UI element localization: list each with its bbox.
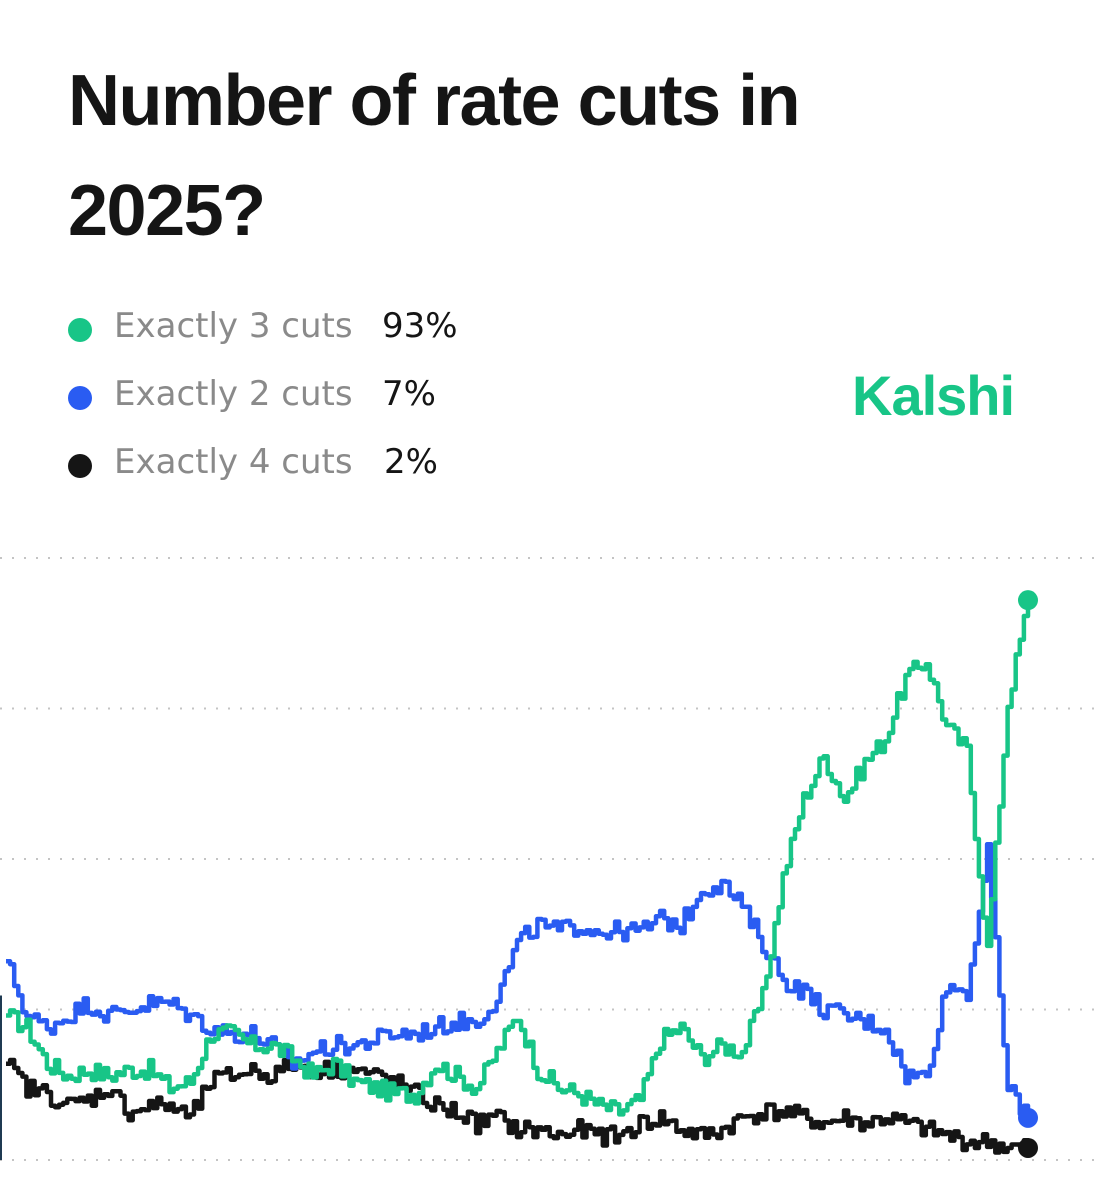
- chart-end-markers: [1018, 590, 1038, 1158]
- kalshi-logo: Kalshi: [852, 364, 1015, 427]
- blue-dot-icon: [68, 386, 92, 410]
- line-chart: [0, 557, 1097, 1161]
- chart-lines: [0, 600, 1031, 1160]
- legend-value: 93%: [382, 306, 458, 346]
- page-title: Number of rate cuts in 2025?: [68, 61, 801, 251]
- series-end-marker-exactly-4-cuts: [1018, 1137, 1038, 1158]
- legend-label: Exactly 2 cuts: [114, 374, 353, 414]
- series-end-marker-exactly-2-cuts: [1018, 1107, 1038, 1128]
- series-line-exactly-2-cuts: [6, 841, 1031, 1118]
- green-dot-icon: [68, 318, 92, 342]
- legend-value: 7%: [382, 374, 436, 414]
- legend-value: 2%: [384, 442, 438, 482]
- series-line-exactly-3-cuts: [6, 600, 1031, 1117]
- black-dot-icon: [68, 454, 92, 478]
- legend-label: Exactly 3 cuts: [114, 306, 353, 346]
- series-end-marker-exactly-3-cuts: [1018, 590, 1038, 611]
- series-line-exactly-4-cuts: [6, 1057, 1031, 1155]
- legend-label: Exactly 4 cuts: [114, 442, 353, 482]
